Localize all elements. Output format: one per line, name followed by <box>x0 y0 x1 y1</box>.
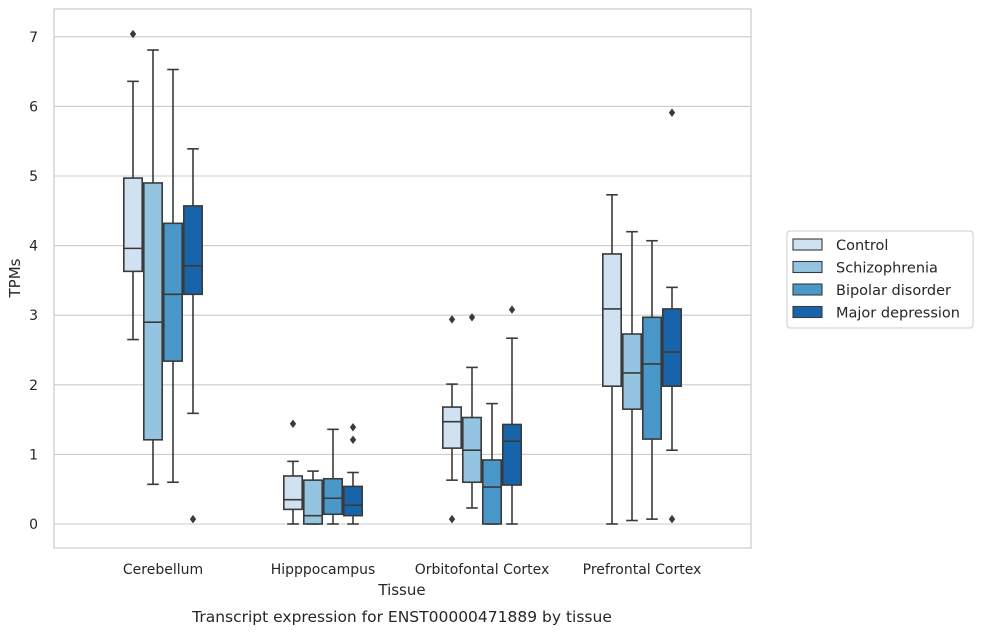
legend-frame <box>786 230 974 329</box>
outlier-point <box>508 305 516 314</box>
box-bipolar-disorder <box>641 239 662 520</box>
legend-label: Bipolar disorder <box>836 283 951 299</box>
outlier-point <box>289 419 297 428</box>
outlier-point <box>129 29 137 39</box>
x-tick-label: Orbitofontal Cortex <box>415 562 550 578</box>
plot-frame <box>53 8 752 549</box>
y-tick-label: 7 <box>29 30 38 46</box>
box-iqr <box>661 308 682 387</box>
legend-item: Bipolar disorder <box>792 283 951 299</box>
box-iqr <box>322 477 343 516</box>
outlier-point <box>468 313 476 322</box>
box-bipolar-disorder <box>322 428 343 525</box>
outlier-point <box>189 514 197 524</box>
y-tick-label: 5 <box>29 169 38 185</box>
box-iqr <box>641 316 662 440</box>
box-control <box>601 193 622 525</box>
chart-caption: Transcript expression for ENST0000047188… <box>191 608 612 626</box>
box-control <box>123 29 144 341</box>
legend-item: Schizophrenia <box>792 260 938 277</box>
y-tick-label: 4 <box>29 239 38 255</box>
legend-swatch <box>792 305 823 319</box>
y-tick-label: 6 <box>29 99 38 115</box>
box-iqr <box>441 406 462 449</box>
x-tick-label: Hipppocampus <box>271 562 376 578</box>
legend-swatch <box>792 260 823 274</box>
box-iqr <box>302 479 323 525</box>
box-major-depression <box>342 423 363 525</box>
box-control <box>282 419 303 525</box>
outlier-point <box>349 435 357 444</box>
x-axis-ticks: Cerebellum Hipppocampus Orbitofontal Corte… <box>123 562 701 578</box>
legend-label: Control <box>836 238 888 254</box>
box-iqr <box>123 177 144 273</box>
box-schizophrenia <box>461 313 482 509</box>
y-axis-label: TPMs <box>6 258 24 298</box>
box-iqr <box>183 205 204 296</box>
box-iqr <box>282 475 303 511</box>
x-tick-label: Prefrontal Cortex <box>583 562 702 578</box>
outlier-point <box>349 423 357 432</box>
box-series <box>123 29 682 525</box>
box-major-depression <box>661 108 682 524</box>
box-bipolar-disorder <box>163 68 184 484</box>
box-iqr <box>601 253 622 387</box>
box-major-depression <box>183 148 204 524</box>
y-tick-label: 2 <box>29 378 38 394</box>
legend-swatch <box>792 283 823 296</box>
x-tick-label: Cerebellum <box>123 562 203 578</box>
outlier-point <box>668 108 676 117</box>
box-iqr <box>342 485 363 517</box>
outlier-point <box>448 315 456 324</box>
box-control <box>441 315 462 524</box>
outlier-point <box>668 514 676 524</box>
box-major-depression <box>501 305 522 525</box>
box-iqr <box>163 222 184 362</box>
box-schizophrenia <box>302 470 323 525</box>
box-schizophrenia <box>621 230 642 522</box>
legend-item: Major depression <box>792 305 960 322</box>
y-tick-label: 0 <box>29 517 38 533</box>
box-bipolar-disorder <box>481 402 502 525</box>
legend-label: Major depression <box>836 306 960 322</box>
legend-swatch <box>792 238 823 251</box>
y-tick-label: 1 <box>29 447 38 463</box>
legend: Control Schizophrenia Bipolar disorder Majo… <box>786 230 974 329</box>
y-axis-ticks: 0 1 2 3 4 5 6 7 <box>29 30 38 533</box>
x-axis-label: Tissue <box>377 581 425 599</box>
legend-label: Schizophrenia <box>836 261 938 277</box>
y-tick-label: 3 <box>29 308 38 324</box>
box-iqr <box>143 182 164 441</box>
legend-item: Control <box>792 238 888 254</box>
box-iqr <box>501 423 522 486</box>
outlier-point <box>448 514 456 524</box>
box-iqr <box>621 333 642 410</box>
box-iqr <box>481 459 502 525</box>
box-schizophrenia <box>143 49 164 486</box>
